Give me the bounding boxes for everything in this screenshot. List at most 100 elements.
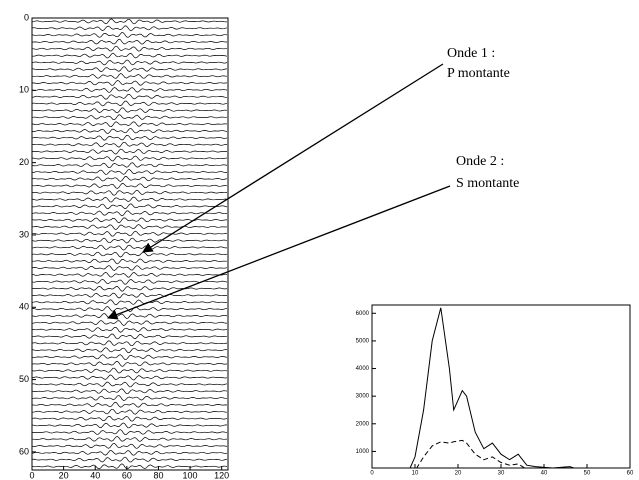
plot-frame	[371, 304, 631, 469]
trace	[32, 183, 228, 189]
x-tick-label: 60	[627, 471, 634, 477]
trace	[32, 45, 227, 52]
trace	[32, 107, 228, 114]
arrow	[107, 185, 451, 320]
trace	[32, 271, 228, 278]
trace	[32, 189, 228, 196]
trace	[32, 340, 228, 347]
trace	[32, 128, 228, 134]
trace	[32, 176, 228, 182]
trace	[32, 251, 228, 258]
trace	[32, 121, 228, 127]
y-tick-label: 20	[19, 157, 29, 167]
annotation: P montante	[447, 66, 510, 81]
x-tick-label: 50	[584, 471, 591, 477]
plot-frame	[31, 17, 229, 471]
lines	[409, 307, 576, 468]
trace	[32, 278, 228, 285]
trace	[32, 354, 228, 360]
x-tick-label: 120	[214, 470, 229, 480]
x-tick-label: 0	[29, 470, 34, 480]
trace	[32, 388, 228, 395]
x-tick-label: 100	[183, 470, 198, 480]
trace	[32, 347, 228, 354]
trace	[32, 374, 228, 381]
trace	[32, 237, 228, 244]
trace	[32, 203, 228, 210]
x-tick-label: 20	[59, 470, 69, 480]
trace	[32, 463, 228, 470]
trace	[32, 210, 228, 217]
y-tick-label: 3000	[356, 394, 370, 400]
trace	[32, 134, 228, 141]
series-line	[416, 439, 526, 468]
trace	[32, 114, 228, 121]
trace	[32, 361, 228, 367]
trace	[32, 313, 228, 319]
y-tick-label: 60	[19, 446, 29, 456]
trace	[32, 18, 228, 25]
annotation: Onde 1 :	[447, 46, 495, 61]
arrow	[142, 63, 444, 253]
trace	[32, 299, 228, 306]
x-tick-label: 20	[455, 471, 462, 477]
trace	[32, 224, 228, 231]
trace	[32, 230, 228, 237]
trace	[32, 32, 228, 38]
x-tick-label: 10	[412, 471, 419, 477]
y-tick-label: 0	[24, 12, 29, 22]
x-tick-label: 0	[370, 471, 374, 477]
trace	[32, 408, 228, 415]
trace	[32, 141, 227, 148]
trace	[32, 265, 228, 271]
trace	[32, 395, 227, 401]
trace	[32, 93, 227, 100]
trace	[32, 162, 228, 169]
annotation: Onde 2 :	[456, 154, 504, 169]
trace	[32, 422, 228, 429]
trace	[32, 320, 227, 326]
trace	[32, 59, 228, 66]
trace	[32, 169, 227, 175]
y-tick-label: 10	[19, 85, 29, 95]
x-tick-label: 40	[541, 471, 548, 477]
y-tick-label: 40	[19, 302, 29, 312]
trace	[32, 436, 228, 442]
trace	[32, 258, 227, 265]
trace	[32, 367, 228, 374]
y-tick-label: 5000	[356, 338, 370, 344]
x-tick-label: 40	[90, 470, 100, 480]
trace	[32, 66, 228, 73]
trace	[32, 292, 228, 299]
x-tick-label: 80	[153, 470, 163, 480]
trace	[32, 326, 228, 333]
trace	[32, 443, 228, 449]
trace	[32, 25, 228, 32]
traces	[32, 18, 228, 470]
y-tick-label: 1000	[356, 449, 370, 455]
trace	[32, 285, 228, 292]
trace	[32, 155, 228, 162]
annotation: S montante	[456, 176, 519, 191]
trace	[32, 306, 228, 312]
trace	[32, 244, 227, 251]
trace	[32, 52, 228, 59]
trace	[32, 100, 228, 107]
trace	[32, 79, 228, 86]
y-tick-label: 2000	[356, 421, 370, 427]
trace	[32, 38, 227, 45]
y-tick-label: 4000	[356, 366, 370, 372]
trace	[32, 196, 228, 203]
trace	[32, 401, 228, 408]
x-tick-label: 30	[498, 471, 505, 477]
trace	[32, 450, 228, 456]
trace	[32, 415, 228, 422]
y-tick-label: 6000	[356, 311, 370, 317]
series-line	[409, 307, 576, 468]
y-tick-label: 50	[19, 374, 29, 384]
trace	[32, 217, 227, 224]
trace	[32, 148, 227, 155]
trace	[32, 429, 228, 435]
trace	[32, 333, 227, 340]
